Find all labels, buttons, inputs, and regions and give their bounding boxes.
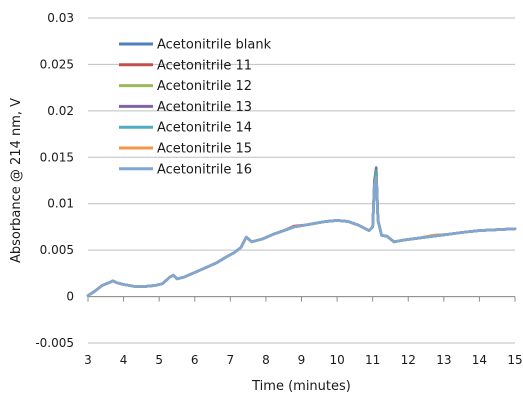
y-tick-label: 0.03: [47, 11, 74, 25]
y-tick-label: 0: [66, 290, 74, 304]
x-tick-label: 5: [155, 353, 163, 367]
x-tick-label: 11: [365, 353, 380, 367]
series-line: [86, 166, 517, 297]
legend-label: Acetonitrile 14: [157, 121, 252, 136]
legend-label: Acetonitrile 15: [157, 142, 252, 157]
y-tick-label: 0.025: [40, 57, 74, 71]
y-axis-ticks: -0.005 0 0.005 0.01 0.015 0.02 0.025 0.03: [35, 11, 74, 350]
y-axis-label: Absorbance @ 214 nm, V: [9, 98, 24, 263]
gridlines: [88, 17, 515, 344]
x-tick-label: 13: [436, 353, 451, 367]
series-line: [86, 176, 517, 297]
legend-label: Acetonitrile 16: [157, 162, 252, 177]
x-tick-label: 8: [262, 353, 270, 367]
x-tick-label: 14: [472, 353, 487, 367]
legend-label: Acetonitrile 11: [157, 58, 252, 73]
x-tick-label: 4: [120, 353, 128, 367]
series-lines: [86, 166, 517, 297]
x-axis: 3 4 5 6 7 8 9 10 11 12 13 14 15: [84, 296, 523, 367]
x-tick-label: 7: [227, 353, 235, 367]
y-tick-label: 0.02: [47, 104, 74, 118]
y-tick-label: 0.005: [40, 243, 74, 257]
x-tick-label: 6: [191, 353, 199, 367]
y-tick-label: -0.005: [35, 336, 74, 350]
series-line: [86, 177, 517, 297]
y-tick-label: 0.01: [47, 197, 74, 211]
legend-label: Acetonitrile 12: [157, 79, 252, 94]
x-tick-label: 10: [329, 353, 344, 367]
legend-label: Acetonitrile 13: [157, 100, 252, 115]
x-axis-label: Time (minutes): [251, 379, 351, 394]
x-tick-label: 12: [401, 353, 416, 367]
x-tick-label: 15: [507, 353, 522, 367]
legend: Acetonitrile blank Acetonitrile 11 Acetoni…: [119, 38, 272, 177]
x-tick-label: 9: [298, 353, 306, 367]
x-tick-label: 3: [84, 353, 92, 367]
legend-label: Acetonitrile blank: [157, 38, 272, 53]
y-tick-label: 0.015: [40, 150, 74, 164]
